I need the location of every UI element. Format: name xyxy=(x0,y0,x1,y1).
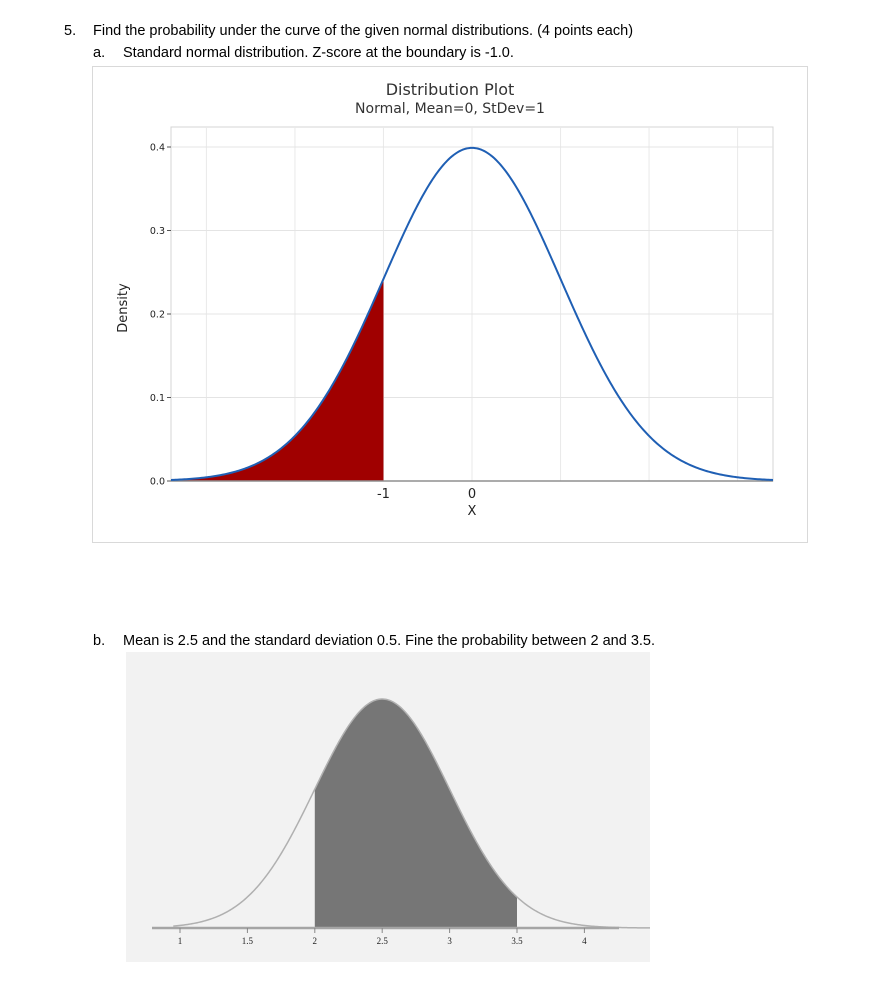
distribution-plot-b: 1 1.5 2 2.5 3 3.5 4 xyxy=(126,652,650,962)
plot-a-ytick-label: 0.3 xyxy=(150,226,165,237)
question-text: Find the probability under the curve of … xyxy=(93,23,634,39)
plot-a-shaded-region xyxy=(171,278,384,481)
plot-a-ytick-label: 0.4 xyxy=(150,143,165,154)
plot-b-xtick-label: 1 xyxy=(178,936,183,946)
plot-a-subtitle: Normal, Mean=0, StDev=1 xyxy=(355,101,545,117)
plot-b-xtick-label: 3 xyxy=(447,936,452,946)
plot-a-xlabel: X xyxy=(468,504,477,519)
plot-b-xtick-label: 1.5 xyxy=(242,936,254,946)
part-a-text: Standard normal distribution. Z-score at… xyxy=(123,45,514,61)
plot-a-xtick-label: 0 xyxy=(468,487,476,502)
plot-a-ytick-label: 0.1 xyxy=(150,393,165,404)
plot-a-title: Distribution Plot xyxy=(386,80,515,99)
part-b-label: b. xyxy=(93,633,106,649)
part-a-label: a. xyxy=(93,45,106,61)
plot-a-density-curve xyxy=(170,146,774,481)
plot-b-xtick-label: 2.5 xyxy=(377,936,389,946)
plot-b-density-curve xyxy=(173,698,650,929)
plot-b-xtick-label: 2 xyxy=(313,936,318,946)
plot-b-xtick-label: 3.5 xyxy=(511,936,523,946)
plot-a-xtick-label: -1 xyxy=(377,487,390,502)
distribution-plot-a-svg: Distribution Plot Normal, Mean=0, StDev=1… xyxy=(116,80,774,519)
plot-a-ytick-label: 0.0 xyxy=(150,477,165,488)
plot-a-ytick-label: 0.2 xyxy=(150,310,165,321)
question-number: 5. xyxy=(64,23,77,39)
distribution-plot-a: Distribution Plot Normal, Mean=0, StDev=1… xyxy=(92,66,808,543)
plot-a-ylabel: Density xyxy=(116,283,131,333)
plot-b-shaded-region xyxy=(314,699,517,928)
distribution-plot-b-svg: 1 1.5 2 2.5 3 3.5 4 xyxy=(152,698,650,946)
part-b-text: Mean is 2.5 and the standard deviation 0… xyxy=(123,633,656,649)
plot-b-xtick-label: 4 xyxy=(582,936,587,946)
